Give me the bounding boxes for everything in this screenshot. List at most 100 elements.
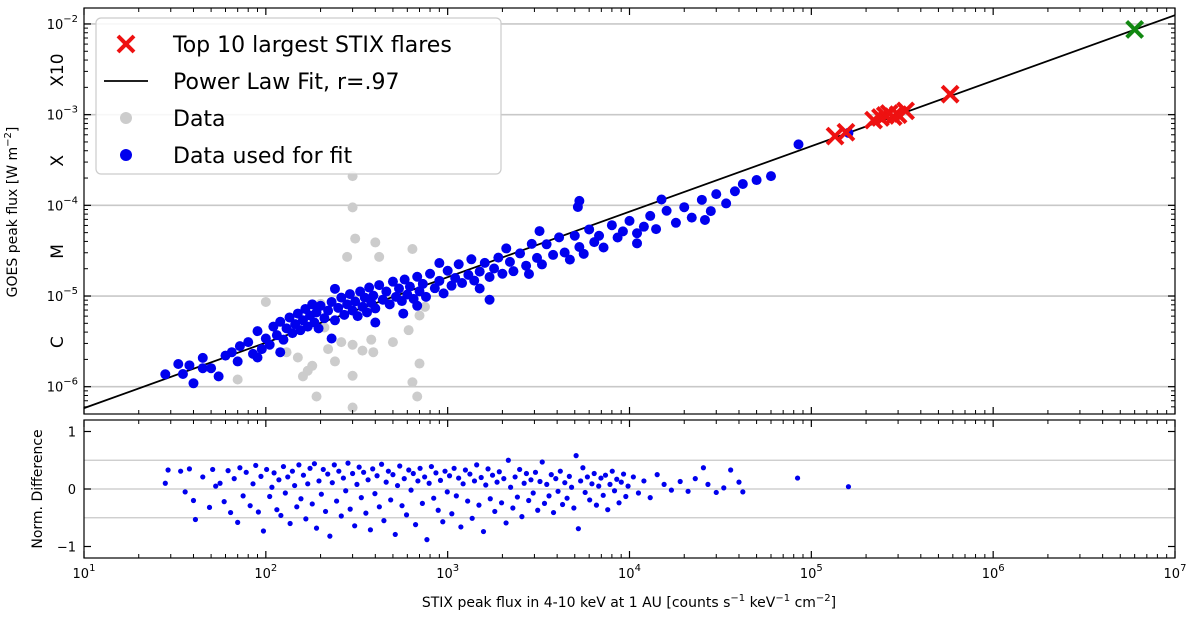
residual-point — [313, 525, 320, 531]
residual-point — [449, 511, 455, 517]
legend: Top 10 largest STIX flares Power Law Fit,… — [95, 17, 502, 175]
residual-point — [487, 496, 493, 502]
residual-point — [510, 505, 516, 511]
fit-data-point — [384, 299, 395, 310]
fit-data-point — [453, 259, 464, 270]
residual-point — [433, 470, 439, 476]
fit-data-point — [232, 356, 243, 367]
residual-point — [607, 481, 613, 487]
fit-data-point — [661, 205, 672, 216]
residual-point — [630, 474, 636, 480]
residual-point — [390, 472, 396, 478]
largest-flare-marker — [1125, 20, 1145, 39]
residual-point — [343, 488, 349, 494]
residual-point — [609, 468, 615, 474]
residual-point — [305, 481, 311, 487]
residual-point — [444, 489, 450, 495]
residual-point — [498, 500, 505, 506]
fit-data-point — [564, 254, 575, 265]
fit-data-point — [326, 333, 337, 344]
fit-data-point — [523, 268, 534, 279]
fit-data-point — [344, 289, 355, 300]
residual-point — [178, 468, 184, 474]
residual-point — [465, 498, 471, 504]
residual-point — [412, 522, 419, 528]
residual-point — [514, 494, 520, 500]
residual-point — [474, 462, 480, 468]
fit-data-point — [434, 258, 445, 269]
fit-data-point — [559, 247, 570, 258]
residual-point — [294, 504, 300, 510]
residual-point — [616, 500, 622, 506]
y-tick-label: 10−4 — [47, 195, 78, 214]
residual-point — [338, 513, 344, 519]
fit-data-point — [184, 360, 195, 371]
residual-point — [453, 493, 459, 499]
residual-point — [200, 474, 206, 480]
residual-point — [316, 478, 322, 484]
residual-point — [557, 468, 563, 474]
residual-point — [685, 488, 691, 494]
fit-data-point — [442, 265, 453, 276]
residual-point — [383, 479, 389, 485]
fit-data-point — [399, 274, 410, 285]
fit-data-point — [398, 308, 409, 319]
residual-point — [408, 487, 414, 493]
residual-point — [260, 528, 267, 534]
residual-point — [274, 507, 280, 513]
data-point — [302, 365, 313, 376]
fit-data-point — [508, 266, 519, 277]
residual-point — [625, 483, 631, 489]
residual-point — [358, 495, 364, 501]
fit-data-point — [699, 214, 710, 225]
fit-data-point — [361, 307, 372, 318]
residual-point — [446, 473, 453, 479]
data-point — [347, 339, 358, 350]
fit-data-point — [425, 268, 436, 279]
y-tick-label: 10−5 — [47, 286, 78, 305]
fit-data-point — [394, 283, 405, 294]
top-flare-marker — [825, 126, 845, 146]
fit-data-point — [521, 260, 532, 271]
fit-data-point — [679, 202, 690, 213]
x-tick-label: 105 — [800, 563, 823, 582]
residual-point — [352, 523, 358, 529]
residual-point — [566, 473, 572, 479]
data-point — [366, 334, 377, 345]
data-point — [311, 391, 322, 402]
fit-data-point — [541, 239, 552, 250]
residual-point — [225, 468, 231, 474]
fit-data-point — [197, 363, 208, 374]
residual-point — [539, 459, 545, 465]
fit-data-point — [429, 283, 440, 294]
fit-data-point — [548, 249, 559, 260]
residual-point — [221, 499, 227, 505]
residual-point — [451, 465, 457, 471]
fit-data-point — [264, 339, 275, 350]
data-point — [414, 358, 425, 369]
data-point — [357, 345, 368, 356]
residual-point — [456, 475, 462, 481]
fit-data-point — [670, 217, 681, 228]
residual-point — [661, 481, 667, 487]
residual-point — [363, 510, 369, 516]
residual-point — [162, 480, 168, 486]
residual-point — [587, 497, 593, 503]
residual-point — [415, 478, 421, 484]
residual-point — [553, 476, 559, 482]
fit-data-point — [584, 224, 595, 235]
fit-data-point — [404, 281, 415, 292]
residual-point — [508, 484, 514, 490]
fit-data-point — [284, 312, 295, 323]
fit-data-point — [751, 175, 762, 186]
residual-point — [740, 489, 746, 495]
fit-data-point — [412, 300, 423, 311]
fit-data-point — [364, 282, 375, 293]
data-point — [347, 370, 358, 381]
x-tick-label: 101 — [73, 563, 96, 582]
legend-entry-label: Data used for fit — [173, 144, 353, 169]
residual-point — [376, 504, 382, 510]
x-tick-label: 102 — [254, 563, 277, 582]
residual-point — [227, 509, 234, 516]
